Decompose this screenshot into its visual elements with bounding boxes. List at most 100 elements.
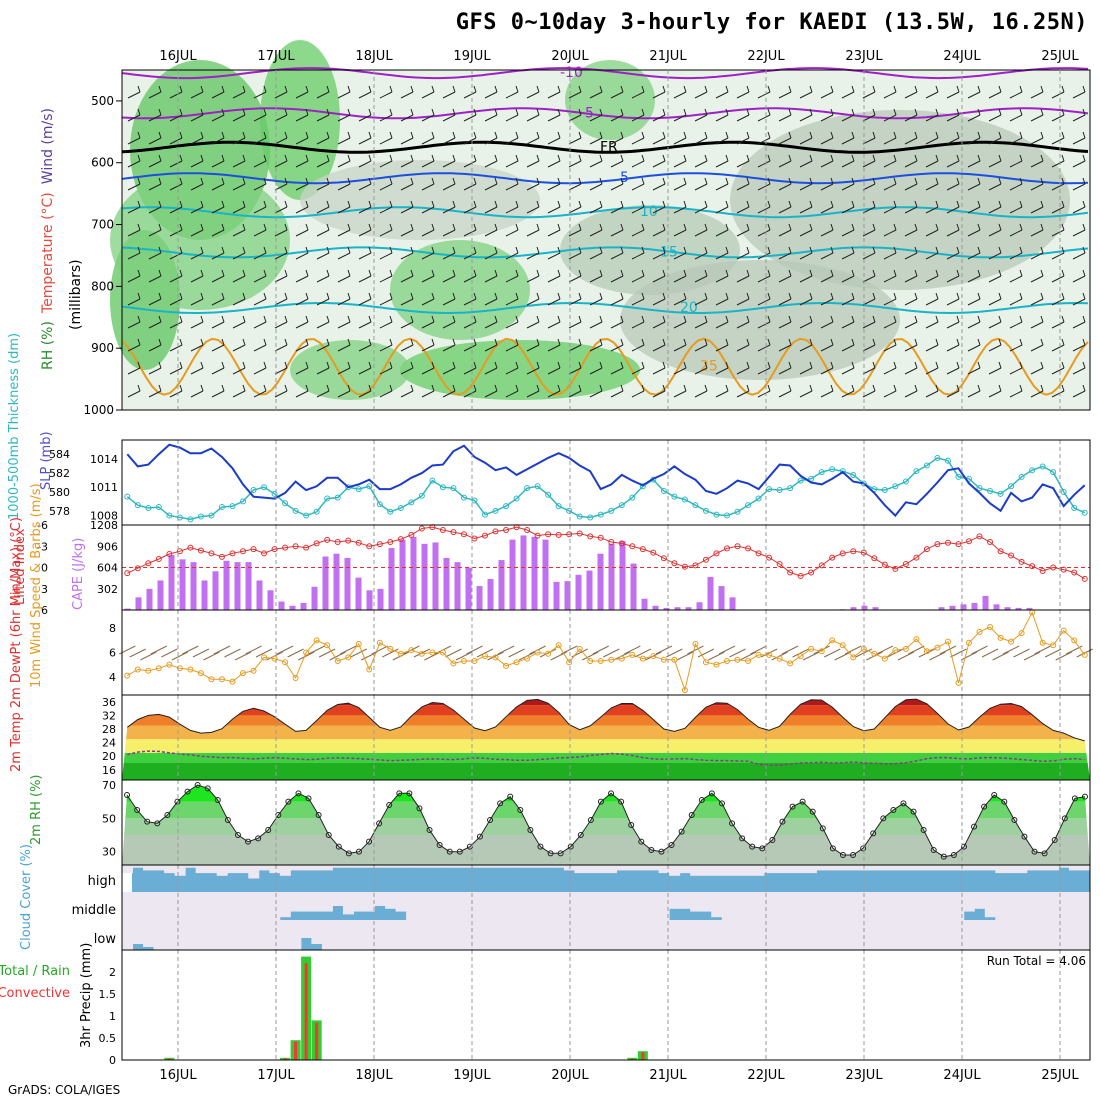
thickness-line-point <box>555 503 562 510</box>
wind-barb-flag <box>1082 384 1086 392</box>
wind-barb-flag <box>914 338 918 346</box>
wind-speed-line-point <box>513 659 520 666</box>
wind-barb-flag <box>389 200 393 208</box>
wind-barb <box>820 252 834 260</box>
wind-barb-flag <box>137 384 141 392</box>
wind-barb-flag <box>998 384 1002 392</box>
wind-barb <box>505 367 519 375</box>
wind-barb-flag <box>1061 131 1065 139</box>
wind-barb-flag <box>494 361 498 369</box>
wind-barb-flag <box>1061 154 1065 162</box>
wind-barb-flag <box>725 200 729 208</box>
wind-barb-flag <box>935 361 939 369</box>
cloud-cell <box>763 892 775 920</box>
wind-barb <box>715 183 729 191</box>
cloud-cell <box>974 920 986 950</box>
cloud-cell <box>206 920 218 950</box>
y-tick-label: 600 <box>91 156 114 170</box>
wind-barb <box>484 252 498 260</box>
thickness-line-point <box>913 468 920 475</box>
wind-barb-flag <box>725 154 729 162</box>
wind-barb-flag <box>431 361 435 369</box>
wind-barb <box>778 390 792 398</box>
wind-barb-flag <box>410 154 414 162</box>
wind-speed-line-point <box>303 649 310 656</box>
cloud-cell <box>942 892 954 920</box>
wind-barb <box>610 321 624 329</box>
thickness-line-point <box>597 511 604 518</box>
wind-barb <box>526 91 540 99</box>
cape-bar <box>674 607 681 610</box>
profile-ylabel-sub: (millibars) <box>68 259 84 330</box>
wind-barb-flag <box>473 292 477 300</box>
cloud-cell <box>448 865 460 868</box>
wind-barb <box>337 114 351 122</box>
cloud-cell <box>616 865 628 871</box>
wind-barb <box>274 91 288 99</box>
wind-barb <box>568 114 582 122</box>
wind-barb-flag <box>872 315 876 323</box>
wind-barb <box>316 252 330 260</box>
wind-barb-10m <box>729 648 746 658</box>
wind-barb-flag <box>305 338 309 346</box>
cloud-cell <box>584 892 596 920</box>
wind-barb-flag <box>473 384 477 392</box>
wind-barb-flag <box>1061 246 1065 254</box>
rh-line-point <box>446 848 453 855</box>
cloud-cell <box>364 920 376 950</box>
wind-barb <box>1051 252 1065 260</box>
wind-barb-flag <box>788 223 792 231</box>
wind-barb <box>253 114 267 122</box>
rh-band <box>122 801 1090 819</box>
wind-barb <box>610 91 624 99</box>
wind-barb <box>967 344 981 352</box>
wind-barb <box>841 114 855 122</box>
wind-barb-flag <box>1061 315 1065 323</box>
wind-barb <box>862 367 876 375</box>
thickness-line-point <box>145 505 152 511</box>
lifted-index-line-point <box>597 534 604 541</box>
wind-barb <box>295 137 309 145</box>
wind-barb <box>988 344 1002 352</box>
wind-barb <box>148 229 162 237</box>
cape-bar <box>685 607 692 610</box>
cloud-cell <box>164 920 176 950</box>
wind-barb <box>757 114 771 122</box>
wind-barb-flag <box>578 269 582 277</box>
cloud-cell <box>890 920 902 950</box>
wind-speed-line-point <box>892 647 899 654</box>
wind-barb-flag <box>851 200 855 208</box>
wind-barb-flag <box>284 108 288 116</box>
wind-barb <box>190 137 204 145</box>
cloud-cell <box>648 892 660 920</box>
wind-barb <box>148 183 162 191</box>
wind-barb-flag <box>221 384 225 392</box>
contour-label: -5 <box>580 105 594 121</box>
wind-barb <box>274 298 288 306</box>
wind-barb <box>736 91 750 99</box>
cape-bar <box>542 539 549 610</box>
wind-barb <box>358 252 372 260</box>
wind-barb <box>1072 390 1086 398</box>
wind-barb-flag <box>851 177 855 185</box>
wind-barb <box>904 367 918 375</box>
wind-barb-flag <box>956 85 960 93</box>
wind-barb <box>652 229 666 237</box>
wind-barb <box>526 321 540 329</box>
wind-barb <box>211 321 225 329</box>
wind-barb-flag <box>704 131 708 139</box>
wind-barb <box>904 390 918 398</box>
rh-shading <box>390 240 530 340</box>
wind-barb-flag <box>662 177 666 185</box>
cloud-cell <box>795 865 807 874</box>
rh-line-point <box>618 798 625 805</box>
thickness-line-point <box>702 507 709 514</box>
wind-barb-flag <box>872 246 876 254</box>
wind-barb-flag <box>389 315 393 323</box>
wind-barb <box>1030 137 1044 145</box>
thickness-line-point <box>987 488 994 494</box>
wind-barb <box>694 183 708 191</box>
wind-barb <box>1009 183 1023 191</box>
wind-barb-flag <box>326 177 330 185</box>
wind-speed-line-point <box>639 655 646 662</box>
